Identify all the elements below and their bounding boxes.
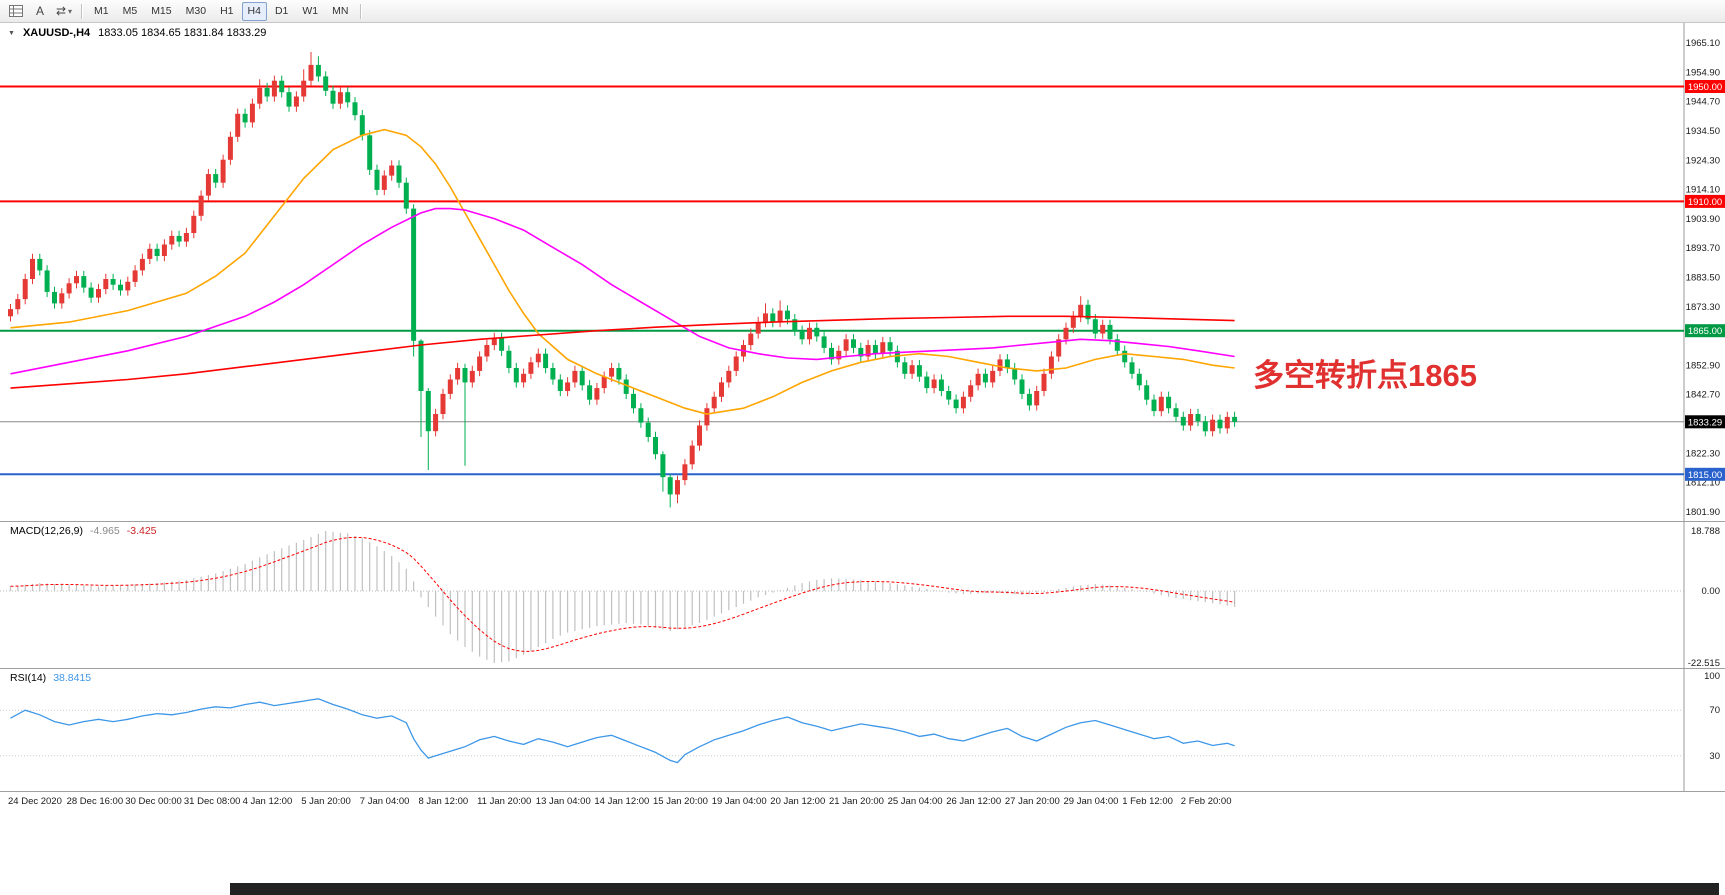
toolbar-separator — [360, 3, 362, 19]
macd-axis-label: -22.515 — [1688, 658, 1720, 669]
price-tick-label: 1924.30 — [1686, 155, 1720, 166]
price-tick-label: 1883.50 — [1686, 273, 1720, 284]
symbol-period-label: XAUUSD-,H4 — [22, 27, 91, 39]
time-tick-label: 21 Jan 20:00 — [829, 796, 884, 807]
price-tick-label: 1822.30 — [1686, 448, 1720, 459]
timeframe-MN[interactable]: MN — [332, 5, 349, 17]
time-tick-label: 27 Jan 20:00 — [1005, 796, 1060, 807]
macd-name: MACD(12,26,9) — [10, 525, 83, 537]
time-tick-label: 14 Jan 12:00 — [594, 796, 649, 807]
macd-signal-line — [10, 536, 1235, 652]
rsi-line — [10, 698, 1235, 764]
time-tick-label: 13 Jan 04:00 — [536, 796, 591, 807]
price-tick-label: 1954.90 — [1686, 67, 1720, 78]
time-axis[interactable]: 24 Dec 2020 28 Dec 16:00 30 Dec 00:00 31 De… — [8, 796, 1232, 807]
timeframe-H4[interactable]: H4 — [241, 1, 267, 21]
svg-text:1950.00: 1950.00 — [1688, 82, 1722, 93]
time-tick-label: 2 Feb 20:00 — [1181, 796, 1232, 807]
timeframe-D1[interactable]: D1 — [274, 5, 289, 17]
timeframe-M1[interactable]: M1 — [94, 5, 109, 17]
time-tick-label: 1 Feb 12:00 — [1122, 796, 1173, 807]
dropdown-triangle-icon[interactable]: ▼ — [8, 29, 15, 37]
price-tick-label: 1914.10 — [1686, 185, 1720, 196]
time-tick-label: 24 Dec 2020 — [8, 796, 62, 807]
timeframe-M30[interactable]: M30 — [185, 5, 207, 17]
time-tick-label: 7 Jan 04:00 — [360, 796, 410, 807]
price-badge: 1950.00 — [1685, 80, 1725, 93]
macd-main-value: -4.965 — [89, 525, 120, 537]
price-badge: 1833.29 — [1685, 415, 1725, 429]
bottom-bar — [230, 883, 1719, 895]
time-tick-label: 29 Jan 04:00 — [1064, 796, 1119, 807]
toolbar: A ⇄ ▾ M1 M5 M15 M30 H1 H4 D1 W1 MN — [0, 0, 1725, 23]
time-tick-label: 19 Jan 04:00 — [712, 796, 767, 807]
price-axis[interactable]: 1965.10 1954.90 1944.70 1934.50 1924.30 1914.… — [1686, 38, 1720, 518]
macd-signal-value: -3.425 — [126, 525, 157, 537]
price-tick-label: 1852.90 — [1686, 360, 1720, 371]
price-tick-label: 1842.70 — [1686, 390, 1720, 401]
rsi-axis-label: 100 — [1704, 671, 1720, 682]
price-badge: 1815.00 — [1685, 467, 1725, 481]
ma-slow-line — [10, 315, 1235, 389]
time-tick-label: 5 Jan 20:00 — [301, 796, 351, 807]
time-tick-label: 11 Jan 20:00 — [477, 796, 531, 807]
time-tick-label: 28 Dec 16:00 — [67, 796, 124, 807]
time-tick-label: 8 Jan 12:00 — [419, 796, 469, 807]
chart-info: ▼ XAUUSD-,H4 1833.05 1834.65 1831.84 183… — [8, 27, 266, 39]
price-tick-label: 1965.10 — [1686, 38, 1720, 49]
rsi-label: RSI(14) 38.8415 — [10, 672, 91, 684]
macd-histogram — [9, 531, 1236, 663]
price-tick-label: 1873.30 — [1686, 302, 1720, 313]
annotation-text[interactable]: 多空转折点1865 — [1253, 358, 1477, 393]
svg-text:1865.00: 1865.00 — [1688, 326, 1722, 337]
text-tool-icon[interactable]: A — [35, 4, 44, 18]
price-badge: 1910.00 — [1685, 194, 1725, 208]
rsi-axis-label: 30 — [1709, 751, 1720, 762]
price-tick-label: 1903.90 — [1686, 214, 1720, 225]
timeframe-group: M1 M5 M15 M30 H1 H4 D1 W1 MN — [87, 1, 355, 21]
switch-arrows-icon[interactable]: ⇄ ▾ — [55, 4, 73, 18]
svg-text:1833.29: 1833.29 — [1688, 417, 1722, 428]
price-tick-label: 1893.70 — [1686, 243, 1720, 254]
price-tick-label: 1944.70 — [1686, 97, 1720, 108]
svg-text:1815.00: 1815.00 — [1688, 470, 1722, 481]
macd-label: MACD(12,26,9) -4.965 -3.425 — [10, 525, 157, 537]
ma-fast-line — [10, 128, 1235, 415]
timeframe-H1[interactable]: H1 — [220, 5, 234, 17]
time-tick-label: 30 Dec 00:00 — [125, 796, 182, 807]
ohlc-values: 1833.05 1834.65 1831.84 1833.29 — [98, 27, 267, 39]
timeframe-W1[interactable]: W1 — [302, 5, 319, 17]
time-tick-label: 25 Jan 04:00 — [888, 796, 943, 807]
svg-text:1910.00: 1910.00 — [1688, 197, 1722, 208]
toolbar-separator — [81, 3, 82, 19]
macd-axis-label: 18.788 — [1691, 526, 1720, 537]
chart-grid-icon[interactable] — [5, 1, 27, 22]
price-badge: 1865.00 — [1685, 324, 1725, 338]
price-tick-label: 1812.10 — [1686, 478, 1720, 489]
rsi-value: 38.8415 — [53, 672, 92, 684]
time-tick-label: 26 Jan 12:00 — [946, 796, 1001, 807]
rsi-name: RSI(14) — [10, 672, 47, 684]
candlesticks — [8, 52, 1238, 508]
timeframe-M15[interactable]: M15 — [151, 5, 172, 17]
time-tick-label: 4 Jan 12:00 — [243, 796, 293, 807]
chart-grid-glyph — [9, 5, 23, 17]
ma-mid-line — [10, 207, 1235, 375]
time-tick-label: 20 Jan 12:00 — [770, 796, 825, 807]
timeframe-M5[interactable]: M5 — [122, 5, 138, 17]
price-tick-label: 1934.50 — [1686, 126, 1720, 137]
time-tick-label: 15 Jan 20:00 — [653, 796, 708, 807]
chevron-down-icon: ▾ — [68, 6, 73, 16]
price-tick-label: 1801.90 — [1686, 507, 1720, 518]
rsi-axis-label: 70 — [1709, 705, 1720, 716]
time-tick-label: 31 Dec 08:00 — [184, 796, 241, 807]
macd-axis-label: 0.00 — [1702, 586, 1721, 597]
